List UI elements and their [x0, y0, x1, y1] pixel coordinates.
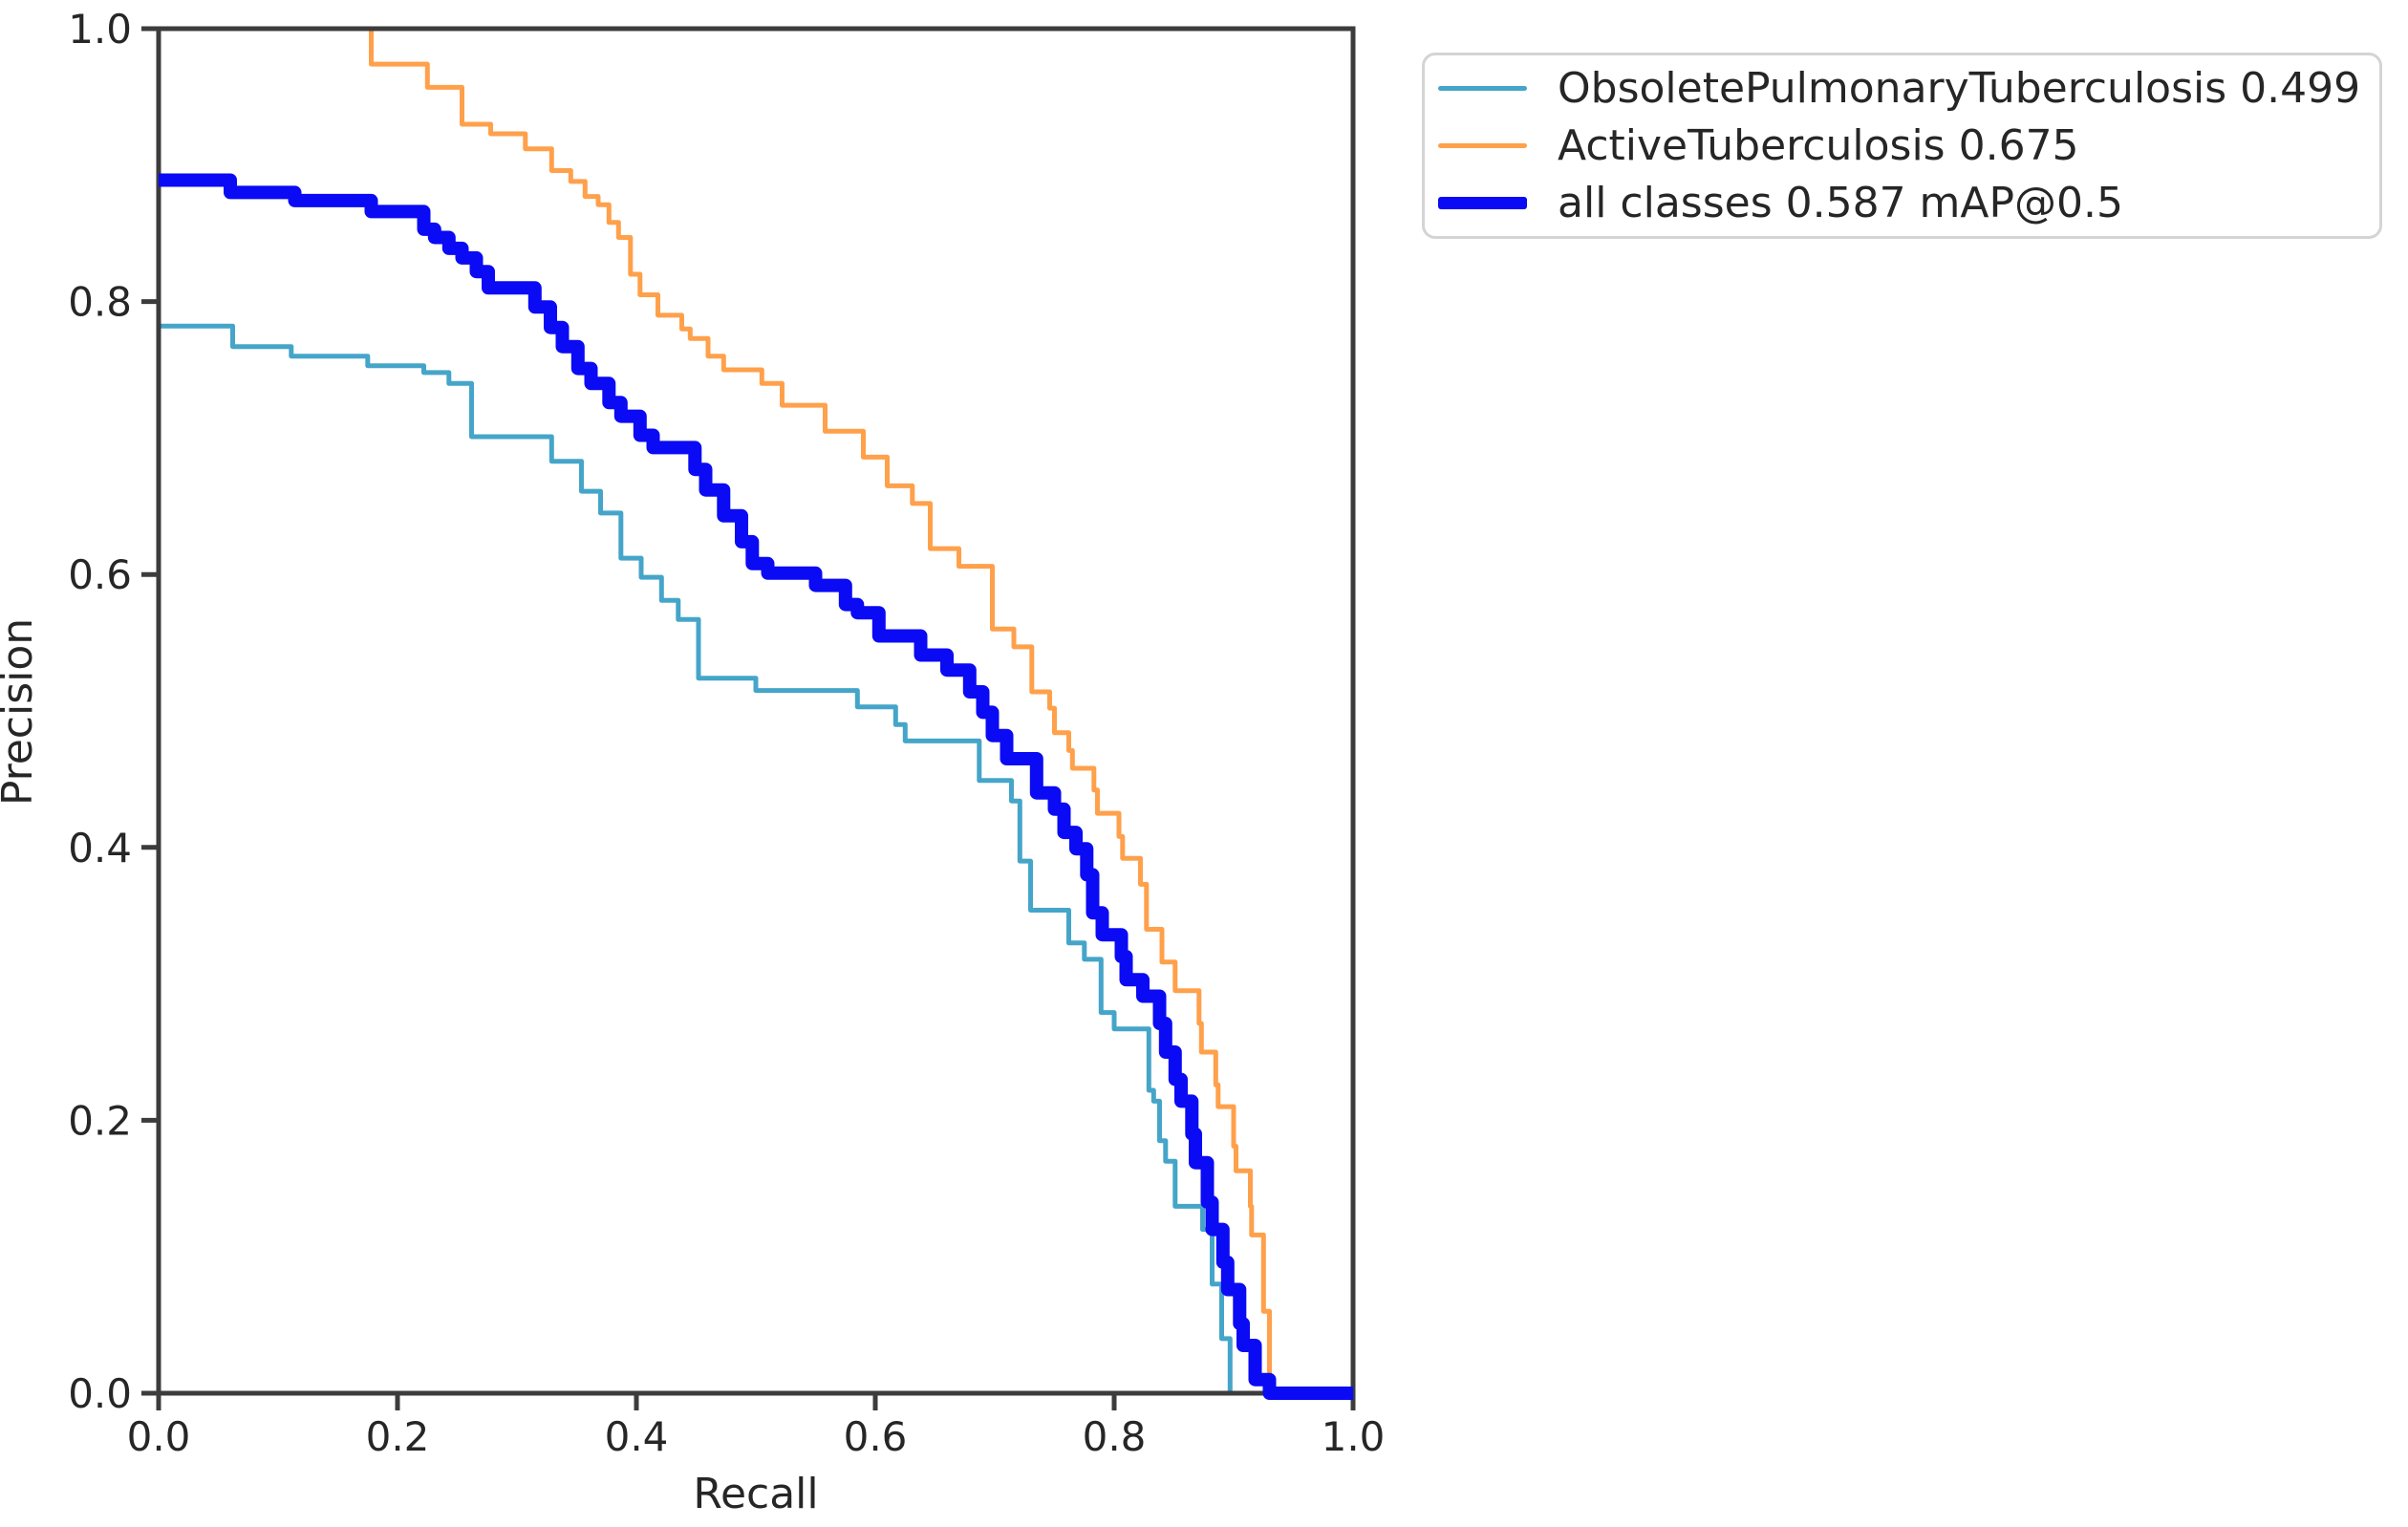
legend-row: ObsoletePulmonaryTuberculosis 0.499: [1425, 60, 2379, 118]
x-tick-label: 0.6: [844, 1413, 908, 1460]
legend-label: all classes 0.587 mAP@0.5: [1558, 178, 2124, 227]
legend-line-swatch-obsolete-pulmonary-tuberculosis: [1438, 86, 1527, 91]
legend-label: ObsoletePulmonaryTuberculosis 0.499: [1558, 63, 2361, 113]
y-tick-label: 1.0: [68, 6, 132, 53]
x-tick-label: 0.8: [1083, 1413, 1147, 1460]
x-tick-label: 1.0: [1322, 1413, 1386, 1460]
y-axis-label: Precision: [0, 618, 42, 806]
plot-frame: [156, 26, 1356, 1396]
curve-active-tuberculosis: [159, 26, 1272, 1393]
curve-obsolete-pulmonary-tuberculosis: [159, 323, 1233, 1393]
x-tick-label: 0.0: [127, 1413, 191, 1460]
all-classes-curve-layer: [159, 173, 1353, 1400]
legend-row: ActiveTuberculosis 0.675: [1425, 118, 2379, 175]
y-tick-label: 0.8: [68, 279, 132, 326]
axes-layer: 0.0 0.2 0.4 0.6 0.8 1.0 0.0 0.2 0.4 0.6 0.8 1.0: [68, 6, 1385, 1460]
legend-line-swatch-all-classes: [1438, 197, 1527, 209]
legend-line-swatch-active-tuberculosis: [1438, 143, 1527, 148]
legend-label: ActiveTuberculosis 0.675: [1558, 120, 2079, 170]
y-tick-label: 0.4: [68, 825, 132, 871]
x-tick-label: 0.2: [366, 1413, 430, 1460]
legend-box: ObsoletePulmonaryTuberculosis 0.499 Acti…: [1422, 53, 2382, 239]
x-tick-label: 0.4: [605, 1413, 669, 1460]
y-tick-label: 0.6: [68, 551, 132, 598]
y-tick-label: 0.2: [68, 1097, 132, 1144]
legend-row: all classes 0.587 mAP@0.5: [1425, 175, 2379, 232]
curves-layer: [159, 26, 1272, 1393]
y-tick-label: 0.0: [68, 1370, 132, 1417]
curve-all-classes: [159, 173, 1353, 1400]
x-axis-label: Recall: [693, 1470, 818, 1518]
